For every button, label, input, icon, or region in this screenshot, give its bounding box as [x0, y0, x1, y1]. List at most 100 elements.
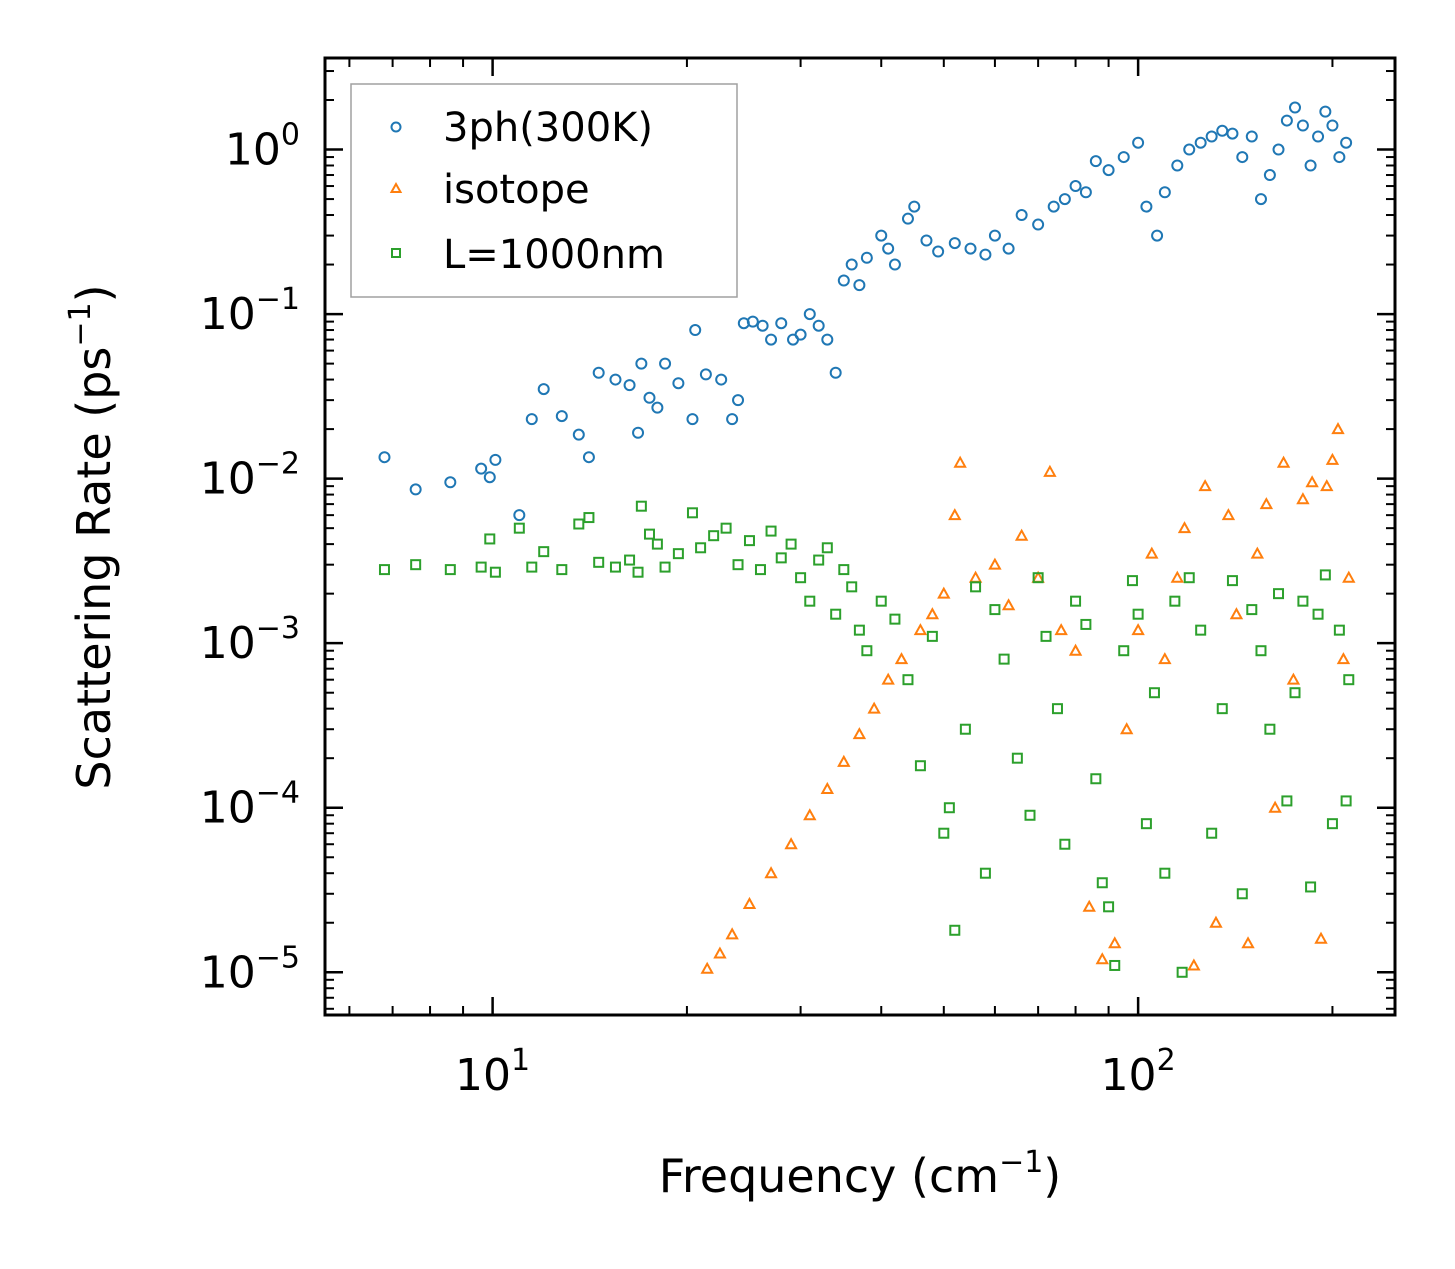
- data-point-l1000nm: [875, 595, 887, 607]
- data-point-isotope: [784, 837, 798, 850]
- data-point-l1000nm: [538, 546, 550, 558]
- data-point-isotope: [1320, 479, 1334, 492]
- data-point-l1000nm: [651, 538, 663, 550]
- data-point-3ph: [1263, 169, 1276, 182]
- y-tick-label: 100: [225, 118, 300, 176]
- data-point-3ph: [1289, 101, 1302, 114]
- data-point-l1000nm: [1090, 773, 1102, 785]
- data-point-3ph: [1254, 193, 1267, 206]
- data-point-isotope: [1325, 452, 1340, 465]
- legend-entry-l1000nm: L=1000nm: [391, 232, 665, 278]
- x-tick-label-exp: 1: [511, 1043, 530, 1078]
- x-axis-label-sup: −1: [999, 1145, 1043, 1180]
- data-point-isotope: [1229, 607, 1244, 620]
- data-point-isotope: [852, 727, 867, 740]
- y-tick-label-base: 10: [200, 618, 256, 669]
- data-point-l1000nm: [1343, 674, 1355, 686]
- x-axis-label-suffix: ): [1043, 1149, 1061, 1203]
- data-point-isotope: [1170, 570, 1185, 583]
- data-point-3ph: [1340, 136, 1353, 149]
- data-point-3ph: [1002, 242, 1015, 255]
- data-point-isotope: [1296, 492, 1310, 505]
- data-point-l1000nm: [378, 564, 390, 576]
- data-point-3ph: [803, 308, 816, 321]
- data-point-l1000nm: [804, 595, 816, 607]
- data-point-l1000nm: [1109, 959, 1121, 971]
- data-point-3ph: [1245, 130, 1258, 143]
- data-point-l1000nm: [813, 554, 825, 566]
- data-point-isotope: [1286, 672, 1301, 685]
- data-point-l1000nm: [1216, 703, 1228, 715]
- data-point-3ph: [1183, 143, 1196, 156]
- data-point-3ph: [632, 426, 645, 439]
- data-point-l1000nm: [1103, 901, 1115, 913]
- data-point-3ph: [882, 242, 895, 255]
- data-point-isotope: [700, 961, 714, 974]
- data-point-l1000nm: [632, 566, 644, 578]
- data-point-3ph: [1151, 229, 1164, 242]
- data-point-isotope: [1177, 521, 1192, 534]
- y-tick-label-exp: −1: [256, 282, 300, 317]
- data-point-isotope: [881, 672, 895, 685]
- data-point-isotope: [1068, 643, 1083, 656]
- data-point-isotope: [742, 896, 757, 909]
- legend-marker-square: [391, 248, 401, 258]
- y-tick-label-base: 10: [200, 947, 256, 998]
- data-point-l1000nm: [914, 760, 926, 772]
- data-point-3ph: [1132, 136, 1145, 149]
- data-point-l1000nm: [1281, 795, 1293, 807]
- data-point-l1000nm: [902, 674, 914, 686]
- data-point-3ph: [853, 279, 866, 292]
- data-point-l1000nm: [1326, 818, 1338, 830]
- data-point-l1000nm: [1264, 723, 1276, 735]
- y-axis-label: Scattering Rate (ps−1): [63, 284, 121, 789]
- y-tick-label-exp: −2: [256, 447, 300, 482]
- data-point-l1000nm: [1040, 630, 1052, 642]
- data-point-3ph: [537, 383, 550, 396]
- y-tick-label-exp: 0: [281, 118, 300, 153]
- data-point-3ph: [732, 394, 745, 407]
- data-point-isotope: [1342, 570, 1356, 583]
- legend-marker-circle: [390, 121, 402, 133]
- data-point-3ph: [908, 200, 921, 213]
- legend-marker-triangle: [389, 181, 403, 193]
- data-point-l1000nm: [861, 645, 873, 657]
- data-point-l1000nm: [593, 556, 605, 568]
- data-point-l1000nm: [1096, 877, 1108, 889]
- data-point-l1000nm: [765, 525, 777, 537]
- y-axis-label-sup: −1: [63, 302, 98, 346]
- data-point-3ph: [1015, 209, 1028, 222]
- data-point-l1000nm: [1159, 867, 1171, 879]
- data-point-l1000nm: [695, 542, 707, 554]
- data-point-isotope: [1221, 508, 1236, 521]
- data-point-l1000nm: [959, 723, 971, 735]
- data-point-l1000nm: [732, 559, 744, 571]
- data-point-isotope: [894, 652, 909, 665]
- y-tick-label-base: 10: [200, 783, 256, 834]
- data-point-3ph: [821, 333, 834, 346]
- data-point-3ph: [932, 245, 945, 258]
- data-point-isotope: [1259, 497, 1274, 510]
- data-point-3ph: [643, 391, 656, 404]
- data-point-l1000nm: [970, 581, 982, 593]
- data-point-3ph: [686, 413, 699, 426]
- data-point-isotope: [1276, 455, 1291, 468]
- data-point-isotope: [1001, 598, 1016, 611]
- data-point-isotope: [1043, 464, 1057, 477]
- data-point-3ph: [1089, 155, 1102, 168]
- data-point-3ph: [1032, 218, 1045, 231]
- data-point-3ph: [756, 319, 769, 332]
- data-point-3ph: [888, 258, 901, 271]
- data-point-3ph: [1140, 200, 1153, 213]
- data-point-3ph: [1304, 159, 1317, 172]
- data-point-3ph: [1272, 143, 1285, 156]
- x-tick-label: 101: [455, 1043, 530, 1101]
- data-point-isotope: [1054, 623, 1068, 636]
- data-point-isotope: [803, 808, 817, 821]
- data-point-isotope: [1131, 623, 1145, 636]
- data-point-isotope: [1119, 722, 1134, 735]
- y-axis-label-text: Scattering Rate (ps: [67, 347, 121, 790]
- data-point-l1000nm: [1333, 624, 1345, 636]
